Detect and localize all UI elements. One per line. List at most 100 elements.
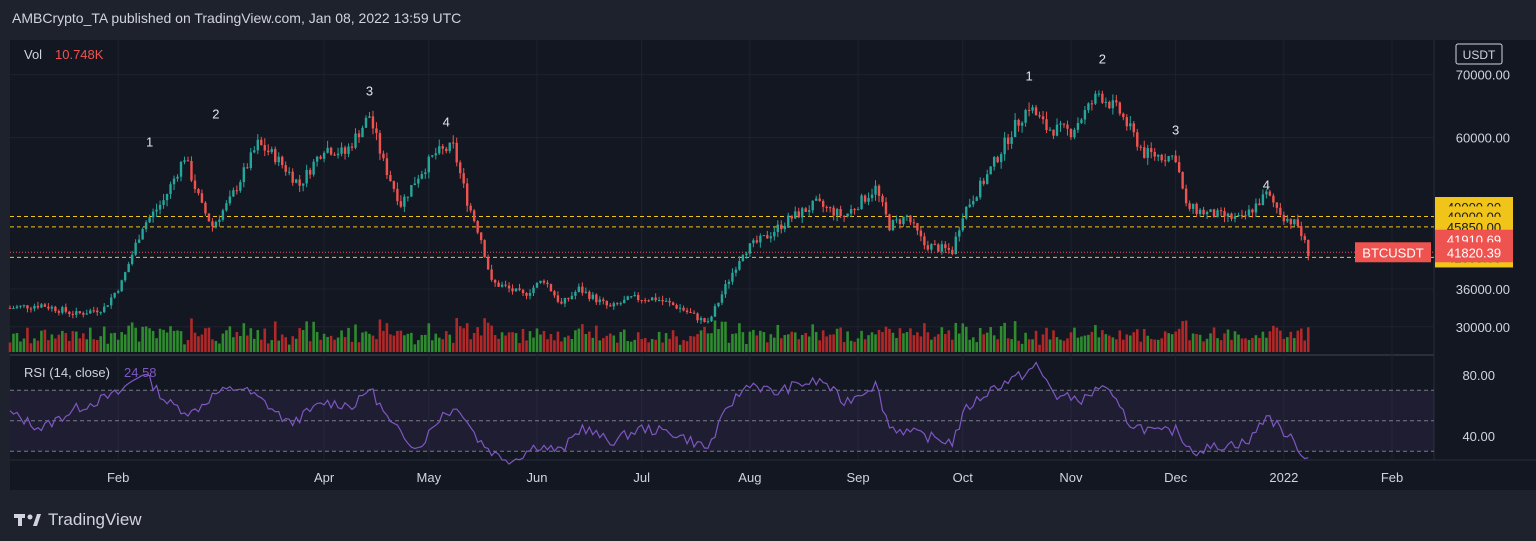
candle-body — [989, 166, 992, 175]
volume-bar — [1048, 339, 1052, 352]
volume-bar — [417, 340, 420, 352]
volume-bar — [832, 334, 835, 352]
volume-bar — [1069, 332, 1073, 352]
volume-bar — [315, 331, 319, 352]
volume-bar — [797, 339, 801, 352]
volume-bar — [193, 332, 197, 352]
volume-bar — [1244, 338, 1247, 352]
candle-body — [504, 284, 507, 286]
currency-button[interactable] — [1455, 43, 1503, 65]
candle-body — [591, 294, 595, 299]
volume-bar — [992, 335, 996, 352]
candle-body — [357, 133, 361, 138]
candle-body — [759, 235, 762, 243]
volume-bar — [542, 330, 546, 352]
candle-body — [1153, 151, 1156, 157]
candle-body — [1205, 211, 1209, 215]
candle-body — [553, 291, 556, 296]
volume-bar — [364, 331, 368, 352]
volume-bar — [410, 332, 413, 352]
wave-count-label: 4 — [443, 114, 450, 129]
volume-bar — [1118, 330, 1122, 352]
volume-bar — [612, 335, 616, 352]
candle-body — [354, 133, 357, 148]
candle-body — [155, 209, 158, 212]
volume-bar — [368, 333, 371, 352]
candle-body — [368, 116, 371, 118]
volume-bar — [158, 328, 162, 352]
price-tick-label: 30000.00 — [1456, 320, 1510, 335]
volume-bar — [22, 338, 26, 352]
candle-body — [1013, 119, 1017, 138]
volume-bar — [731, 333, 734, 352]
volume-bar — [1024, 332, 1027, 352]
candle-body — [89, 310, 92, 314]
candle-body — [902, 216, 905, 225]
volume-bar — [713, 320, 717, 352]
volume-bar — [1216, 338, 1219, 352]
candle-body — [724, 284, 727, 295]
volume-bar — [493, 335, 497, 352]
candle-body — [1286, 218, 1289, 222]
volume-bar — [1108, 335, 1111, 352]
candle-body — [218, 219, 221, 222]
volume-bar — [211, 339, 214, 352]
candle-body — [626, 296, 629, 300]
candle-body — [968, 204, 971, 207]
volume-bar — [357, 342, 361, 352]
volume-bar — [424, 334, 427, 352]
volume-bar — [235, 332, 239, 352]
candle-body — [846, 213, 849, 217]
candle-body — [15, 306, 19, 308]
candle-body — [741, 255, 745, 262]
volume-bar — [280, 334, 284, 352]
volume-bar — [1293, 338, 1296, 352]
volume-bar — [207, 327, 211, 352]
candle-body — [490, 269, 493, 280]
volume-bar — [43, 329, 47, 352]
volume-bar — [148, 328, 151, 352]
volume-bar — [1219, 340, 1223, 352]
volume-bar — [12, 333, 15, 352]
volume-bar — [1286, 337, 1289, 352]
volume-bar — [710, 333, 713, 352]
candle-body — [19, 305, 22, 307]
volume-bar — [842, 342, 846, 352]
volume-bar — [197, 336, 200, 352]
volume-bar — [1013, 321, 1017, 352]
candle-body — [322, 152, 326, 159]
volume-bar — [54, 338, 57, 352]
wave-count-label: 1 — [146, 134, 153, 149]
volume-bar — [909, 328, 912, 352]
volume-bar — [392, 335, 396, 352]
volume-bar — [284, 337, 288, 352]
volume-bar — [675, 336, 678, 352]
volume-bar — [664, 333, 668, 352]
volume-bar — [877, 329, 881, 352]
candle-body — [239, 182, 242, 191]
volume-bar — [1094, 325, 1097, 352]
candle-body — [298, 179, 301, 186]
candle-body — [909, 215, 912, 223]
rsi-legend-title: RSI (14, close) — [24, 365, 110, 380]
volume-bar — [1237, 334, 1240, 352]
volume-bar — [1052, 330, 1055, 352]
volume-bar — [47, 340, 50, 352]
candle-body — [144, 222, 148, 230]
candle-body — [1139, 146, 1142, 148]
candle-body — [616, 303, 619, 305]
volume-bar — [68, 340, 71, 352]
candle-body — [1209, 209, 1212, 212]
volume-bar — [336, 337, 340, 352]
volume-bar — [1184, 320, 1188, 352]
rsi-tick-label: 40.00 — [1462, 429, 1495, 444]
volume-bar — [1104, 334, 1108, 352]
volume-bar — [671, 330, 675, 352]
chart-area[interactable]: 49000.0049000.0045850.0041000.0041910.69… — [0, 0, 1536, 500]
volume-bar — [577, 328, 581, 352]
time-tick-label: Dec — [1164, 470, 1188, 485]
volume-bar — [1258, 337, 1261, 352]
price-tick-label: 60000.00 — [1456, 131, 1510, 146]
candle-body — [137, 239, 141, 243]
candle-body — [1097, 93, 1101, 95]
